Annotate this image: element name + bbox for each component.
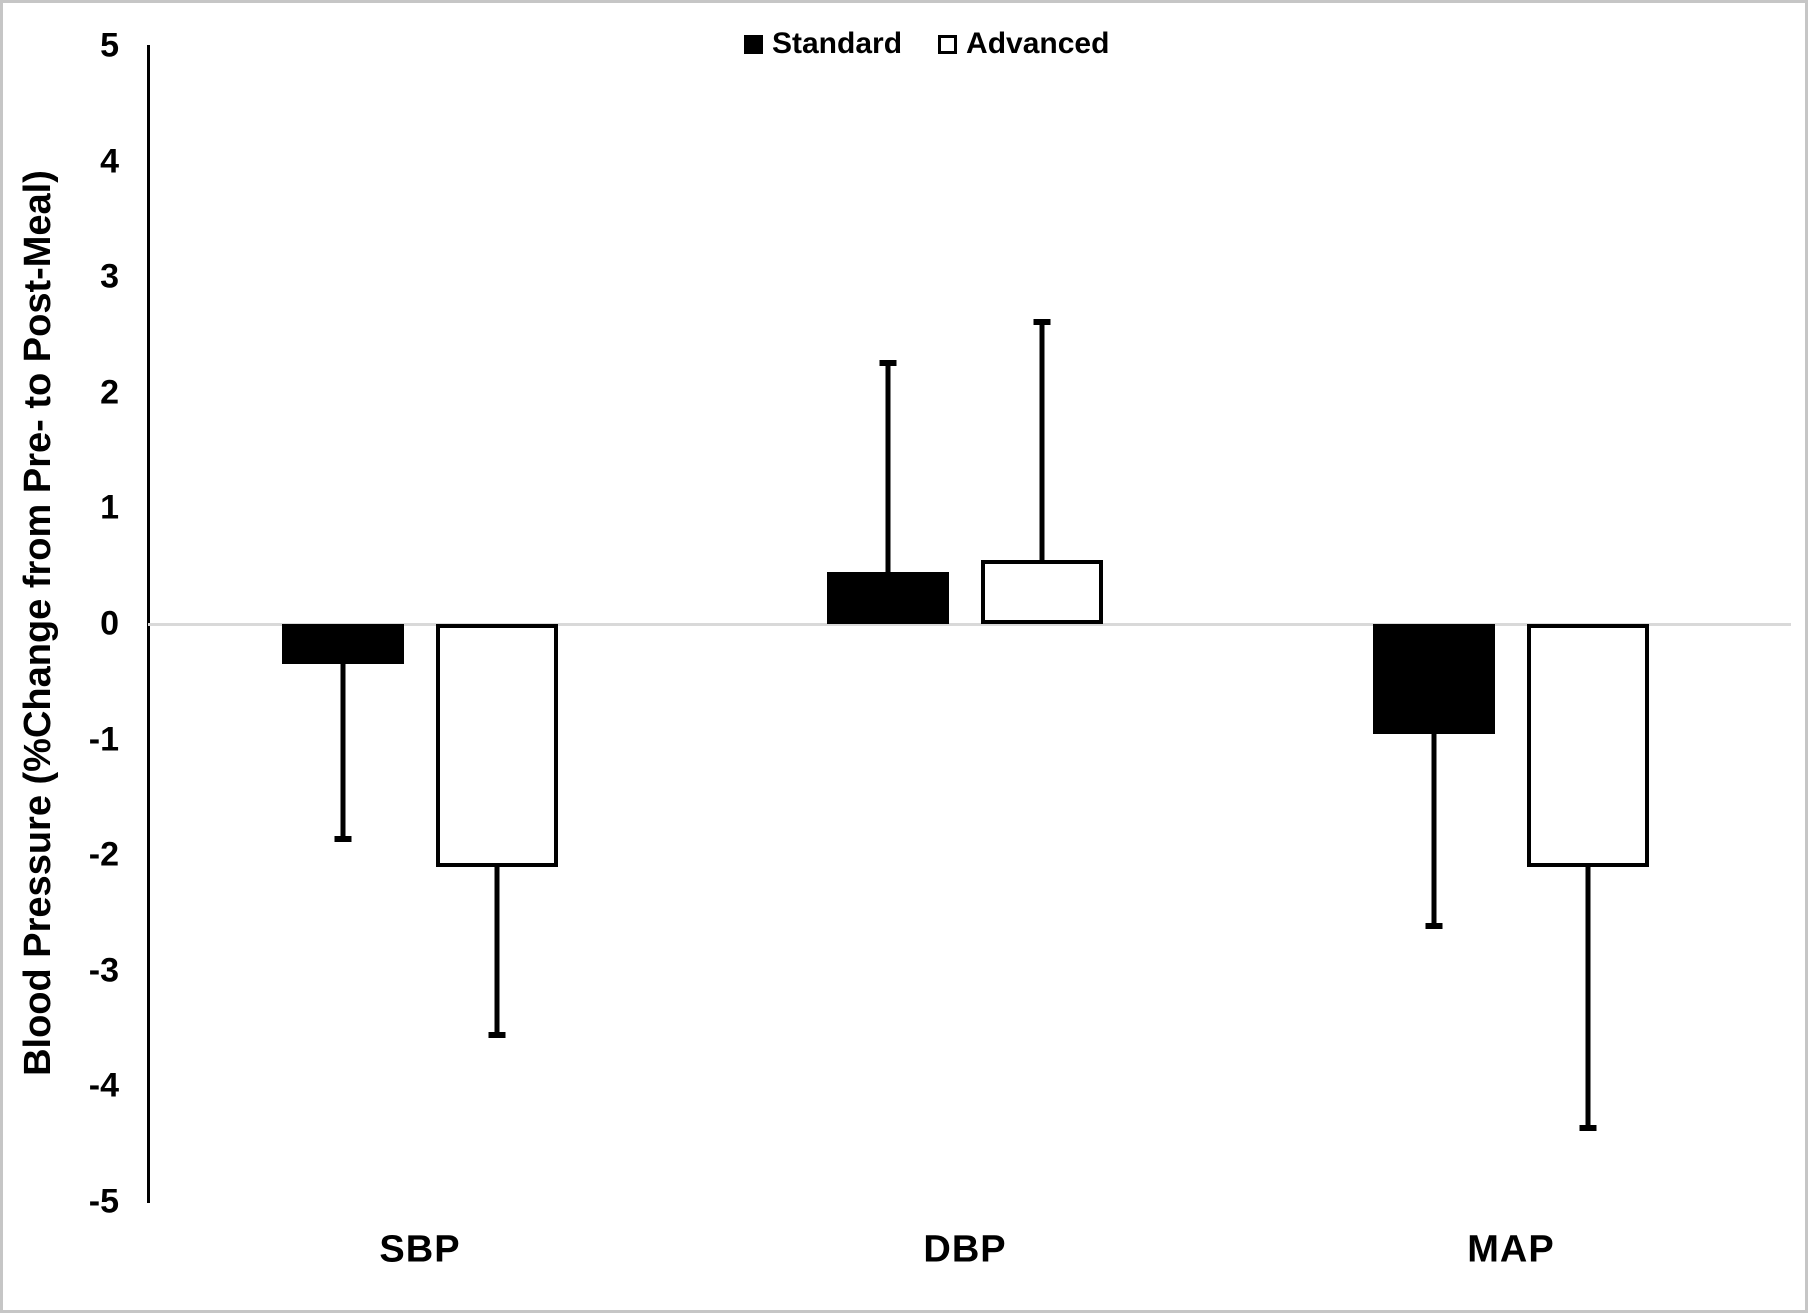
error-whisker-cap <box>1579 1124 1597 1131</box>
legend-label-standard: Standard <box>772 27 903 60</box>
y-tick-label: 5 <box>100 26 119 65</box>
bar-advanced-map <box>1527 624 1649 867</box>
error-whisker <box>340 664 346 838</box>
bar-standard-sbp <box>282 624 404 665</box>
y-tick-label: 3 <box>100 257 119 296</box>
legend-item-standard: Standard <box>744 27 902 61</box>
error-whisker-cap <box>334 835 352 842</box>
error-whisker <box>494 866 500 1035</box>
legend-label-advanced: Advanced <box>966 27 1110 60</box>
error-whisker <box>885 363 891 572</box>
legend-item-advanced: Advanced <box>938 27 1109 61</box>
y-tick-label: -5 <box>88 1182 119 1221</box>
legend: Standard Advanced <box>744 27 1109 61</box>
y-tick-label: -1 <box>88 720 119 759</box>
y-tick-label: -2 <box>88 835 119 874</box>
error-whisker-cap <box>879 359 897 366</box>
standard-swatch-icon <box>744 34 763 54</box>
error-whisker <box>1039 323 1045 561</box>
y-tick-label: 1 <box>100 488 119 527</box>
advanced-swatch-icon <box>938 34 958 54</box>
bar-standard-dbp <box>827 571 949 624</box>
bar-standard-map <box>1373 624 1495 734</box>
x-category-label: MAP <box>1467 1228 1555 1271</box>
error-whisker-cap <box>1033 319 1051 326</box>
x-category-label: DBP <box>923 1228 1007 1271</box>
zero-gridline <box>148 623 1791 626</box>
error-whisker-cap <box>1425 922 1443 929</box>
bar-advanced-sbp <box>436 624 558 867</box>
y-tick-label: 4 <box>100 142 119 181</box>
y-tick-label: 2 <box>100 373 119 412</box>
bar-advanced-dbp <box>981 560 1103 624</box>
y-tick-label: -4 <box>88 1066 119 1105</box>
error-whisker <box>1585 866 1591 1127</box>
y-tick-label: 0 <box>100 604 119 643</box>
y-tick-label: -3 <box>88 951 119 990</box>
x-category-label: SBP <box>379 1228 461 1271</box>
error-whisker-cap <box>488 1032 506 1039</box>
error-whisker <box>1431 733 1437 925</box>
